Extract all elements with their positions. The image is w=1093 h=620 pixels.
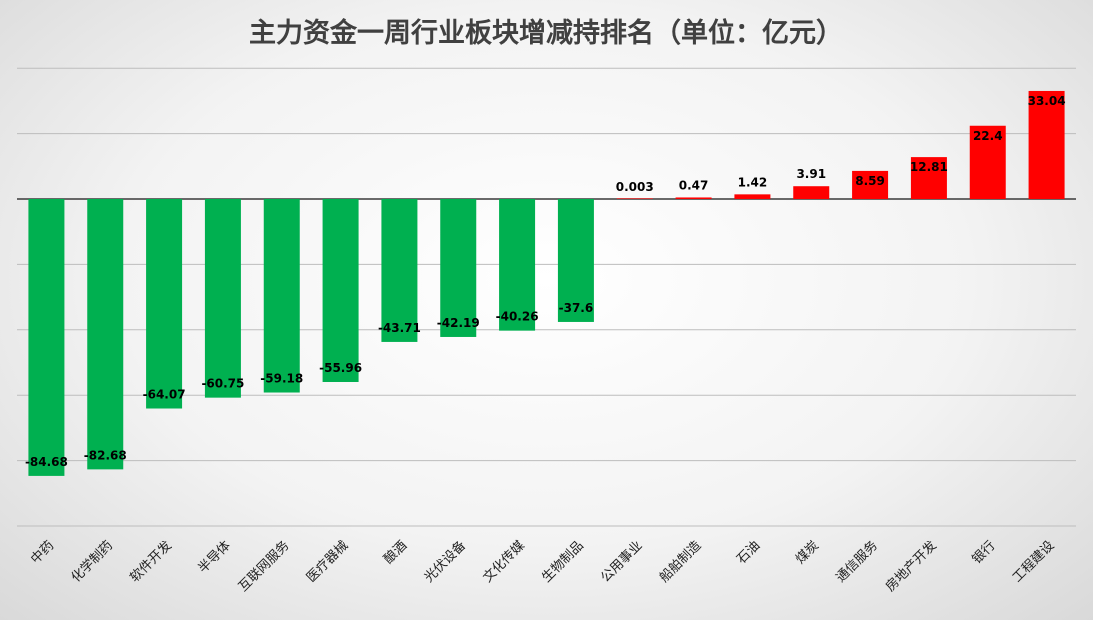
- category-label: 房地产开发: [882, 538, 939, 595]
- bar: [381, 199, 418, 342]
- bar: [322, 199, 359, 382]
- bar: [793, 186, 830, 199]
- bar: [28, 199, 65, 476]
- bar: [263, 199, 300, 393]
- category-label: 工程建设: [1010, 538, 1057, 585]
- bar: [675, 197, 712, 199]
- value-label: -64.07: [143, 388, 186, 402]
- value-label: -84.68: [25, 455, 68, 469]
- bar: [440, 199, 477, 337]
- chart-title: 主力资金一周行业板块增减持排名（单位：亿元）: [249, 17, 843, 49]
- value-label: -40.26: [496, 310, 539, 324]
- category-label: 互联网服务: [235, 538, 292, 595]
- bar: [852, 170, 889, 199]
- category-labels: 中药 化学制药 软件开发 半导体 互联网服务 医疗器械 酿酒 光伏设备 文化传媒 生物制品 公用事业…: [28, 538, 1057, 595]
- bar: [969, 125, 1006, 199]
- category-label: 光伏设备: [421, 538, 469, 586]
- value-label: -82.68: [84, 448, 127, 462]
- value-labels: -84.68 -82.68 -64.07 -60.75 -59.18 -55.96 -43.…: [25, 94, 1066, 469]
- bar: [910, 157, 947, 199]
- bar: [1028, 90, 1065, 199]
- category-label: 化学制药: [68, 538, 116, 586]
- grid-lines: [17, 67, 1076, 527]
- category-label: 半导体: [196, 538, 234, 576]
- bar: [557, 199, 594, 322]
- value-label: -37.6: [559, 301, 594, 315]
- value-label: -55.96: [319, 361, 362, 375]
- category-label: 船舶制造: [656, 538, 704, 586]
- value-label: -60.75: [201, 377, 244, 391]
- category-label: 银行: [970, 538, 999, 567]
- value-label: -59.18: [260, 372, 303, 386]
- value-label: 12.81: [910, 160, 948, 174]
- value-label: 8.59: [855, 174, 885, 188]
- value-label: 1.42: [738, 175, 768, 189]
- value-label: 0.003: [616, 180, 654, 194]
- category-label: 公用事业: [598, 538, 645, 585]
- category-label: 煤炭: [793, 538, 822, 567]
- bar: [204, 199, 241, 398]
- category-label: 文化传媒: [481, 538, 528, 585]
- value-label: -43.71: [378, 321, 421, 335]
- category-label: 中药: [28, 538, 57, 567]
- bar: [734, 194, 771, 199]
- value-label: -42.19: [437, 316, 480, 330]
- category-label: 生物制品: [539, 538, 586, 585]
- value-label: 33.04: [1028, 94, 1066, 108]
- category-label: 通信服务: [833, 538, 881, 586]
- value-label: 0.47: [679, 178, 709, 192]
- bars: [28, 90, 1065, 476]
- bar: [499, 199, 536, 331]
- category-label: 酿酒: [381, 538, 411, 568]
- bar: [616, 198, 653, 199]
- category-label: 软件开发: [127, 538, 175, 586]
- bar: [146, 199, 183, 409]
- value-label: 3.91: [796, 167, 826, 181]
- category-label: 石油: [734, 538, 763, 567]
- value-label: 22.4: [973, 129, 1003, 143]
- bar: [87, 199, 124, 470]
- category-label: 医疗器械: [304, 538, 351, 585]
